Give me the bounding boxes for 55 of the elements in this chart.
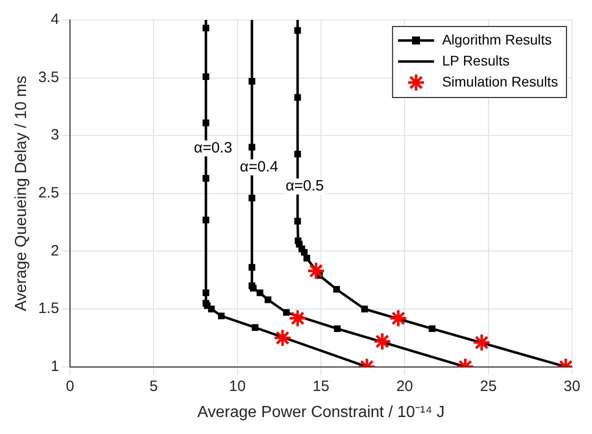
point xyxy=(202,216,210,224)
legend-label: Algorithm Results xyxy=(442,31,552,48)
point xyxy=(264,296,272,304)
point xyxy=(273,328,292,348)
legend-label: Simulation Results xyxy=(442,73,558,90)
x-tick-label: 20 xyxy=(396,378,414,395)
y-tick-label: 4 xyxy=(50,11,60,28)
point xyxy=(248,264,256,271)
point xyxy=(202,24,210,32)
point xyxy=(294,218,301,224)
point xyxy=(218,312,225,320)
point xyxy=(300,249,308,256)
point xyxy=(250,284,257,292)
annotation: α=0.3 xyxy=(194,139,232,156)
point xyxy=(208,306,215,312)
y-tick-label: 1.5 xyxy=(38,300,60,318)
y-tick-label: 3 xyxy=(50,126,60,144)
point xyxy=(428,325,436,332)
point xyxy=(256,289,264,296)
x-tick-label: 25 xyxy=(480,378,497,395)
x-tick-label: 10 xyxy=(229,378,246,395)
point xyxy=(248,194,256,202)
point xyxy=(202,120,210,126)
point xyxy=(252,324,258,331)
x-tick-label: 15 xyxy=(312,378,330,395)
point xyxy=(294,94,301,101)
point xyxy=(294,150,301,158)
y-axis-title: Average Queueing Delay / 10 ms xyxy=(13,76,30,312)
point xyxy=(303,254,310,262)
point xyxy=(202,73,210,80)
point xyxy=(202,175,210,182)
point xyxy=(306,262,326,280)
point xyxy=(389,309,408,328)
y-tick-label: 3.5 xyxy=(38,68,60,86)
point xyxy=(294,27,301,34)
y-tick-label: 2.5 xyxy=(38,184,60,202)
point xyxy=(361,306,368,312)
point xyxy=(472,333,491,352)
x-tick-label: 30 xyxy=(564,378,580,395)
x-tick-label: 5 xyxy=(150,378,158,395)
point xyxy=(248,78,256,85)
x-axis-title: Average Power Constraint / 10⁻¹⁴ J xyxy=(197,404,445,421)
point xyxy=(333,286,340,293)
annotation: α=0.4 xyxy=(240,158,278,176)
point xyxy=(334,325,341,332)
point xyxy=(373,332,392,351)
point xyxy=(288,309,307,328)
point xyxy=(283,309,290,316)
y-tick-label: 2 xyxy=(50,242,60,260)
legend-label: LP Results xyxy=(442,52,510,68)
annotation: α=0.5 xyxy=(286,178,324,195)
y-tick-label: 1 xyxy=(50,358,60,375)
point xyxy=(202,289,210,296)
point xyxy=(248,144,256,150)
x-tick-label: 0 xyxy=(66,378,74,395)
